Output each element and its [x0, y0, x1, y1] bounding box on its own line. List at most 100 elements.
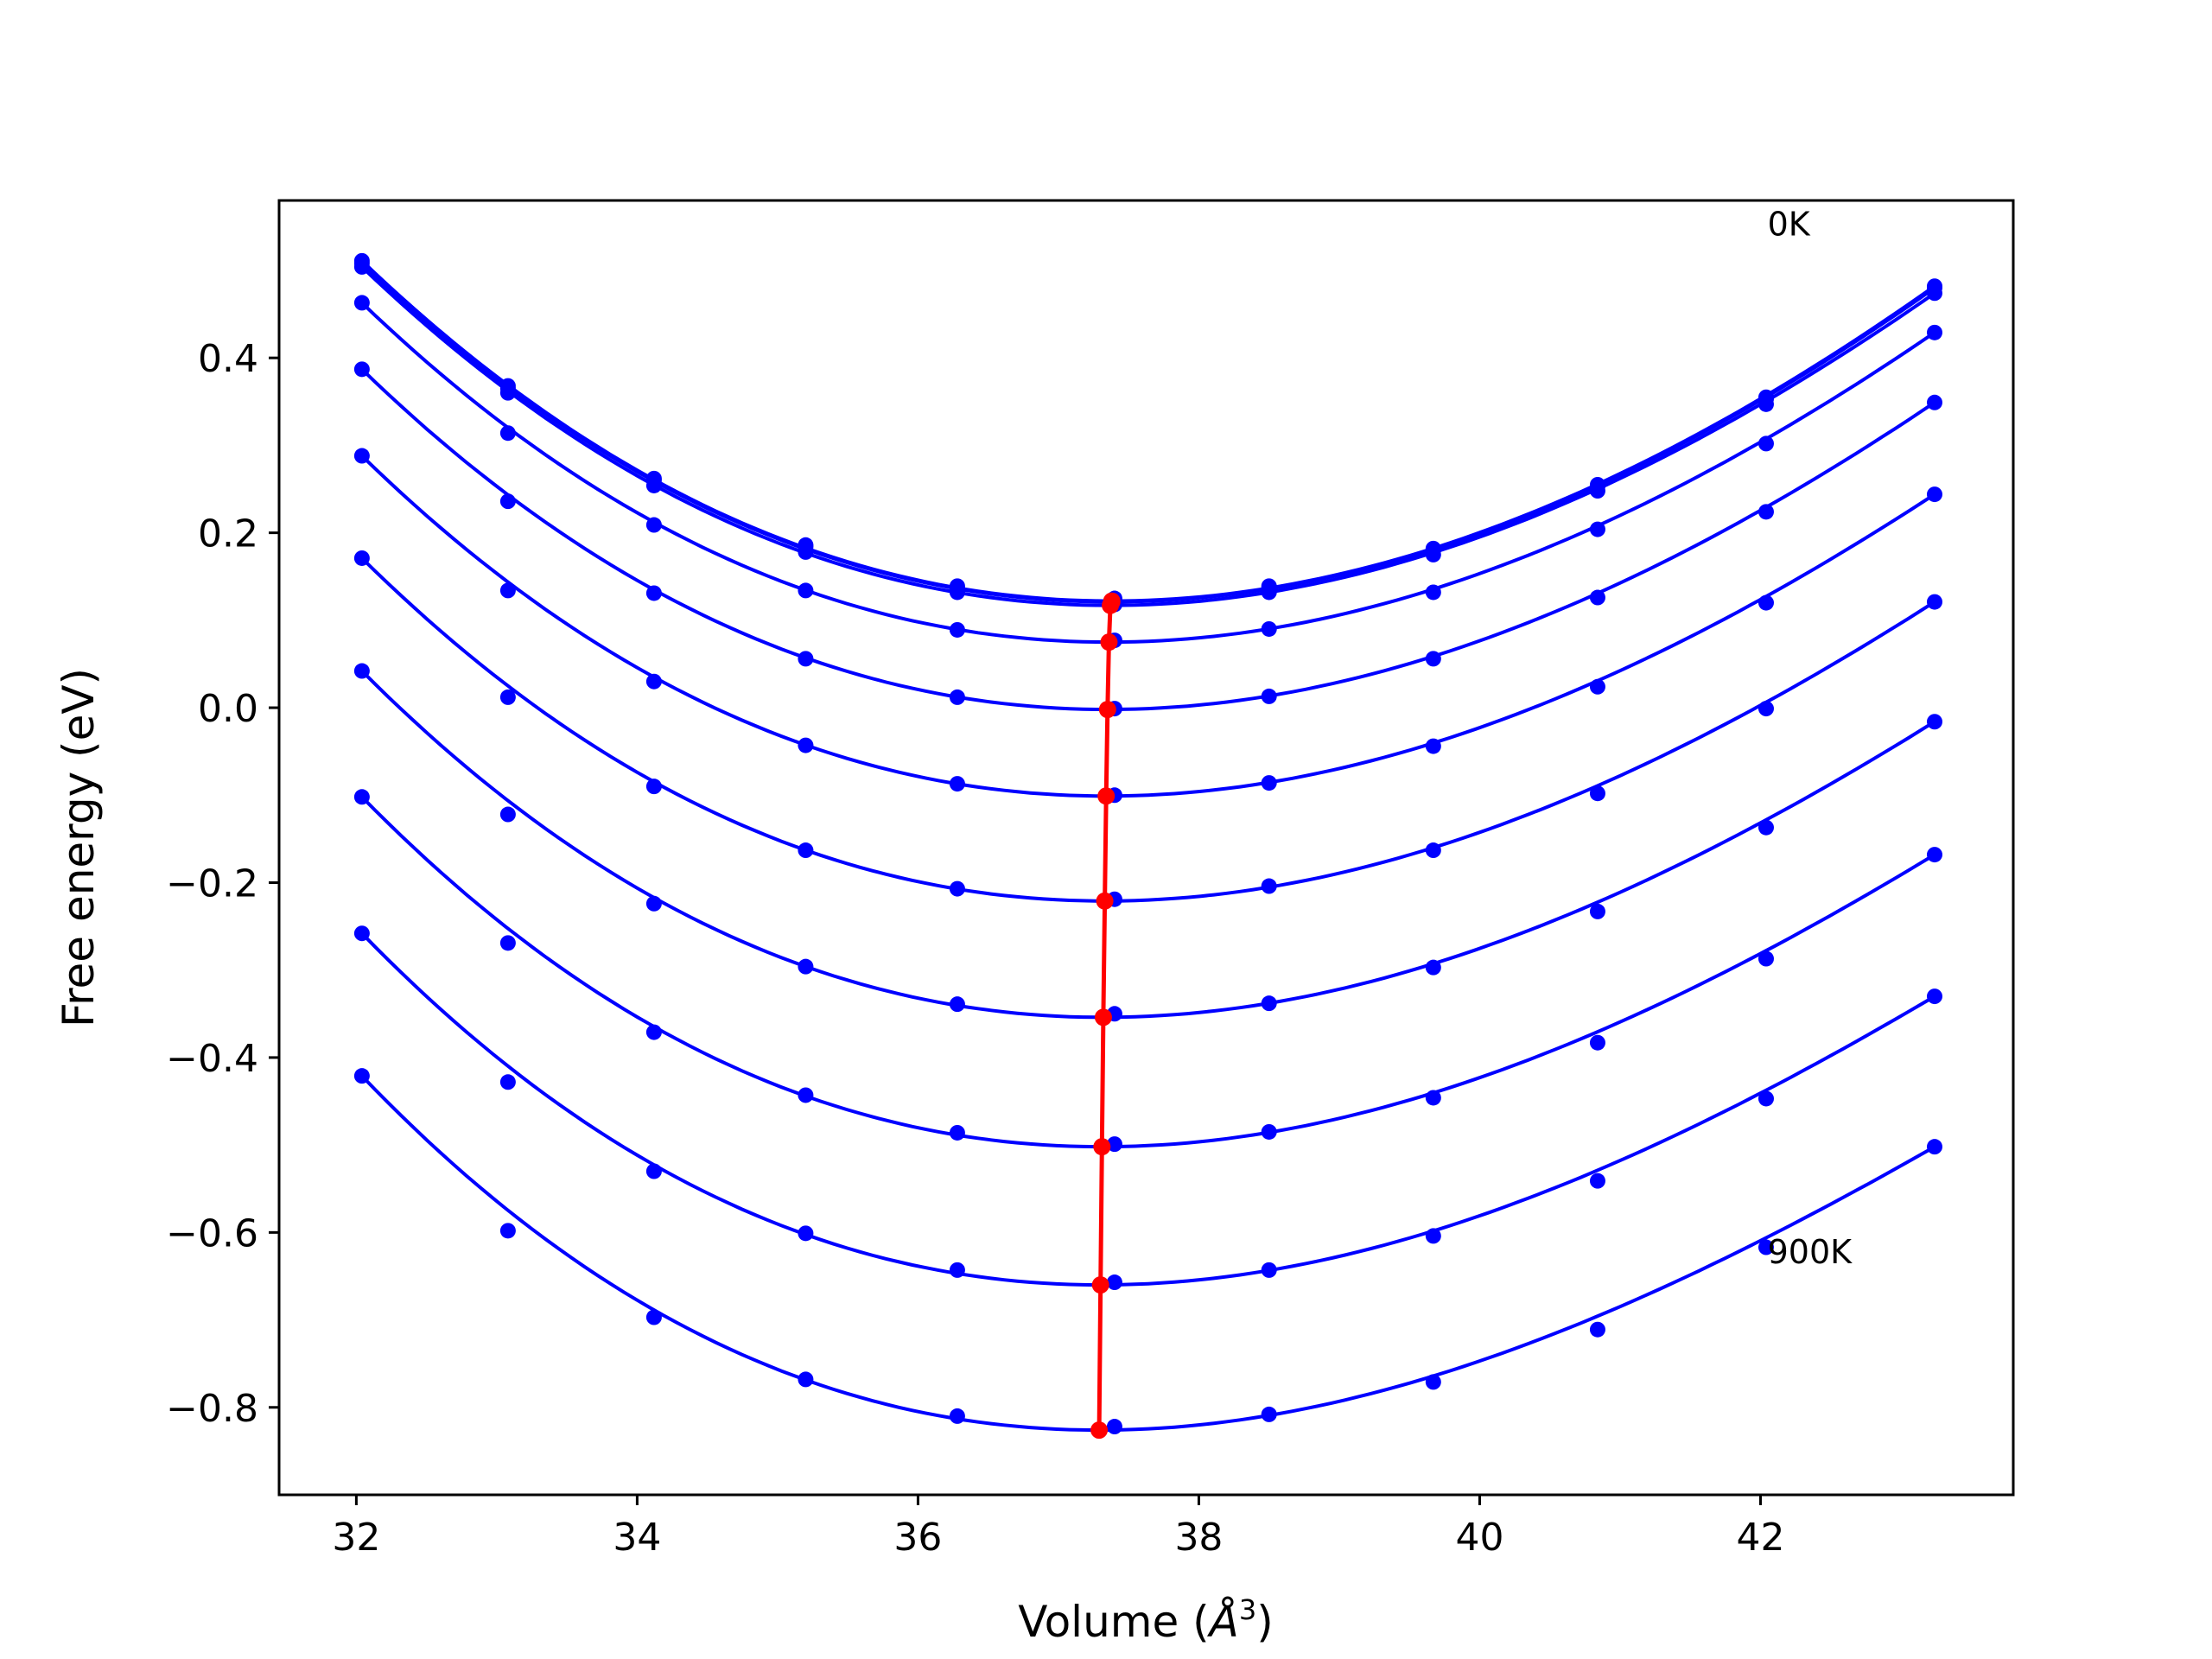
data-point: [1758, 1239, 1774, 1255]
data-point: [798, 1371, 814, 1388]
data-point: [1261, 1406, 1277, 1422]
data-point: [645, 779, 662, 795]
data-point: [1589, 1321, 1605, 1338]
data-point: [1758, 594, 1774, 611]
fit-curve-1: [360, 259, 1936, 603]
data-point: [1261, 775, 1277, 791]
data-point: [949, 689, 965, 705]
data-point: [499, 1223, 516, 1239]
data-point: [798, 737, 814, 753]
x-tick-label: 34: [613, 1516, 661, 1560]
data-point: [1261, 995, 1277, 1012]
data-point: [1261, 1262, 1277, 1278]
data-point: [1261, 688, 1277, 704]
data-point: [645, 1309, 662, 1325]
y-axis: −0.8 −0.6 −0.4 −0.2 0.0 0.2 0.4: [166, 337, 279, 1431]
data-point: [499, 425, 516, 442]
data-point: [1589, 521, 1605, 537]
data-point: [1589, 678, 1605, 695]
data-point: [798, 842, 814, 859]
fit-curve-5: [360, 367, 1936, 712]
x-tick-label: 40: [1455, 1516, 1503, 1560]
plot-area: [353, 252, 1942, 1440]
y-tick-label: −0.2: [166, 861, 258, 906]
data-point: [1425, 842, 1441, 859]
data-point: [1758, 396, 1774, 412]
data-point: [949, 621, 965, 638]
data-point: [949, 880, 965, 897]
data-point: [499, 935, 516, 951]
y-tick-label: −0.8: [166, 1387, 258, 1431]
data-point: [1425, 1090, 1441, 1106]
data-point: [353, 1068, 370, 1084]
temperature-annotation: 0K: [1768, 205, 1811, 243]
data-point: [499, 582, 516, 599]
data-point: [499, 806, 516, 823]
data-point: [798, 543, 814, 560]
data-point: [1425, 1374, 1441, 1390]
data-point: [353, 663, 370, 679]
minimum-point: [1096, 892, 1114, 910]
y-tick-label: 0.0: [198, 687, 258, 731]
fit-curve-11: [360, 1074, 1936, 1433]
minimum-point: [1098, 701, 1116, 719]
data-point: [1758, 435, 1774, 452]
data-point: [949, 1124, 965, 1141]
axes-frame: [277, 199, 2015, 1497]
data-point: [1106, 1136, 1122, 1153]
fit-curve-10: [360, 931, 1936, 1287]
data-point: [1758, 1090, 1774, 1107]
data-point: [353, 295, 370, 311]
data-point: [798, 1087, 814, 1103]
data-point: [645, 673, 662, 690]
data-point: [1425, 1228, 1441, 1244]
fit-curve-7: [360, 556, 1936, 903]
minimum-point: [1091, 1276, 1109, 1294]
data-point: [353, 550, 370, 566]
data-point: [1926, 394, 1942, 410]
y-tick-label: −0.4: [166, 1037, 258, 1081]
data-point: [1425, 584, 1441, 601]
data-point: [1589, 483, 1605, 499]
data-point: [1926, 847, 1942, 863]
data-point: [1758, 950, 1774, 967]
data-point: [1425, 651, 1441, 667]
fit-curve-3: [360, 265, 1936, 607]
data-point: [353, 789, 370, 805]
data-point: [1589, 903, 1605, 919]
data-point: [1758, 819, 1774, 836]
x-tick-label: 38: [1174, 1516, 1223, 1560]
minimum-point: [1100, 633, 1118, 652]
temperature-annotation: 900K: [1768, 1233, 1853, 1271]
data-point: [1261, 620, 1277, 637]
annotations: 0K 900K: [1768, 205, 1853, 1270]
fit-curve-2: [360, 262, 1936, 604]
data-point: [949, 584, 965, 601]
data-point: [645, 895, 662, 912]
minimum-point: [1093, 1138, 1111, 1156]
y-axis-label: Free energy (eV): [54, 668, 104, 1027]
y-tick-label: 0.4: [198, 337, 258, 381]
minimum-point: [1090, 1421, 1109, 1440]
data-point: [1425, 959, 1441, 976]
data-point: [1261, 584, 1277, 601]
data-point: [1425, 738, 1441, 754]
minimum-point: [1097, 787, 1116, 805]
data-point: [949, 776, 965, 792]
fit-curve-4: [360, 301, 1936, 645]
data-point: [798, 582, 814, 599]
data-point: [1261, 1123, 1277, 1140]
y-tick-label: 0.2: [198, 512, 258, 556]
x-tick-label: 42: [1736, 1516, 1784, 1560]
fit-curve-9: [360, 795, 1936, 1149]
data-point: [1926, 285, 1942, 302]
minimum-point: [1102, 596, 1120, 614]
x-axis-label: Volume (Å3): [1018, 1593, 1273, 1647]
data-point: [949, 996, 965, 1013]
data-point: [1589, 1173, 1605, 1189]
data-point: [949, 1262, 965, 1278]
data-point: [1926, 594, 1942, 610]
data-point: [645, 1024, 662, 1040]
x-tick-label: 32: [332, 1516, 380, 1560]
